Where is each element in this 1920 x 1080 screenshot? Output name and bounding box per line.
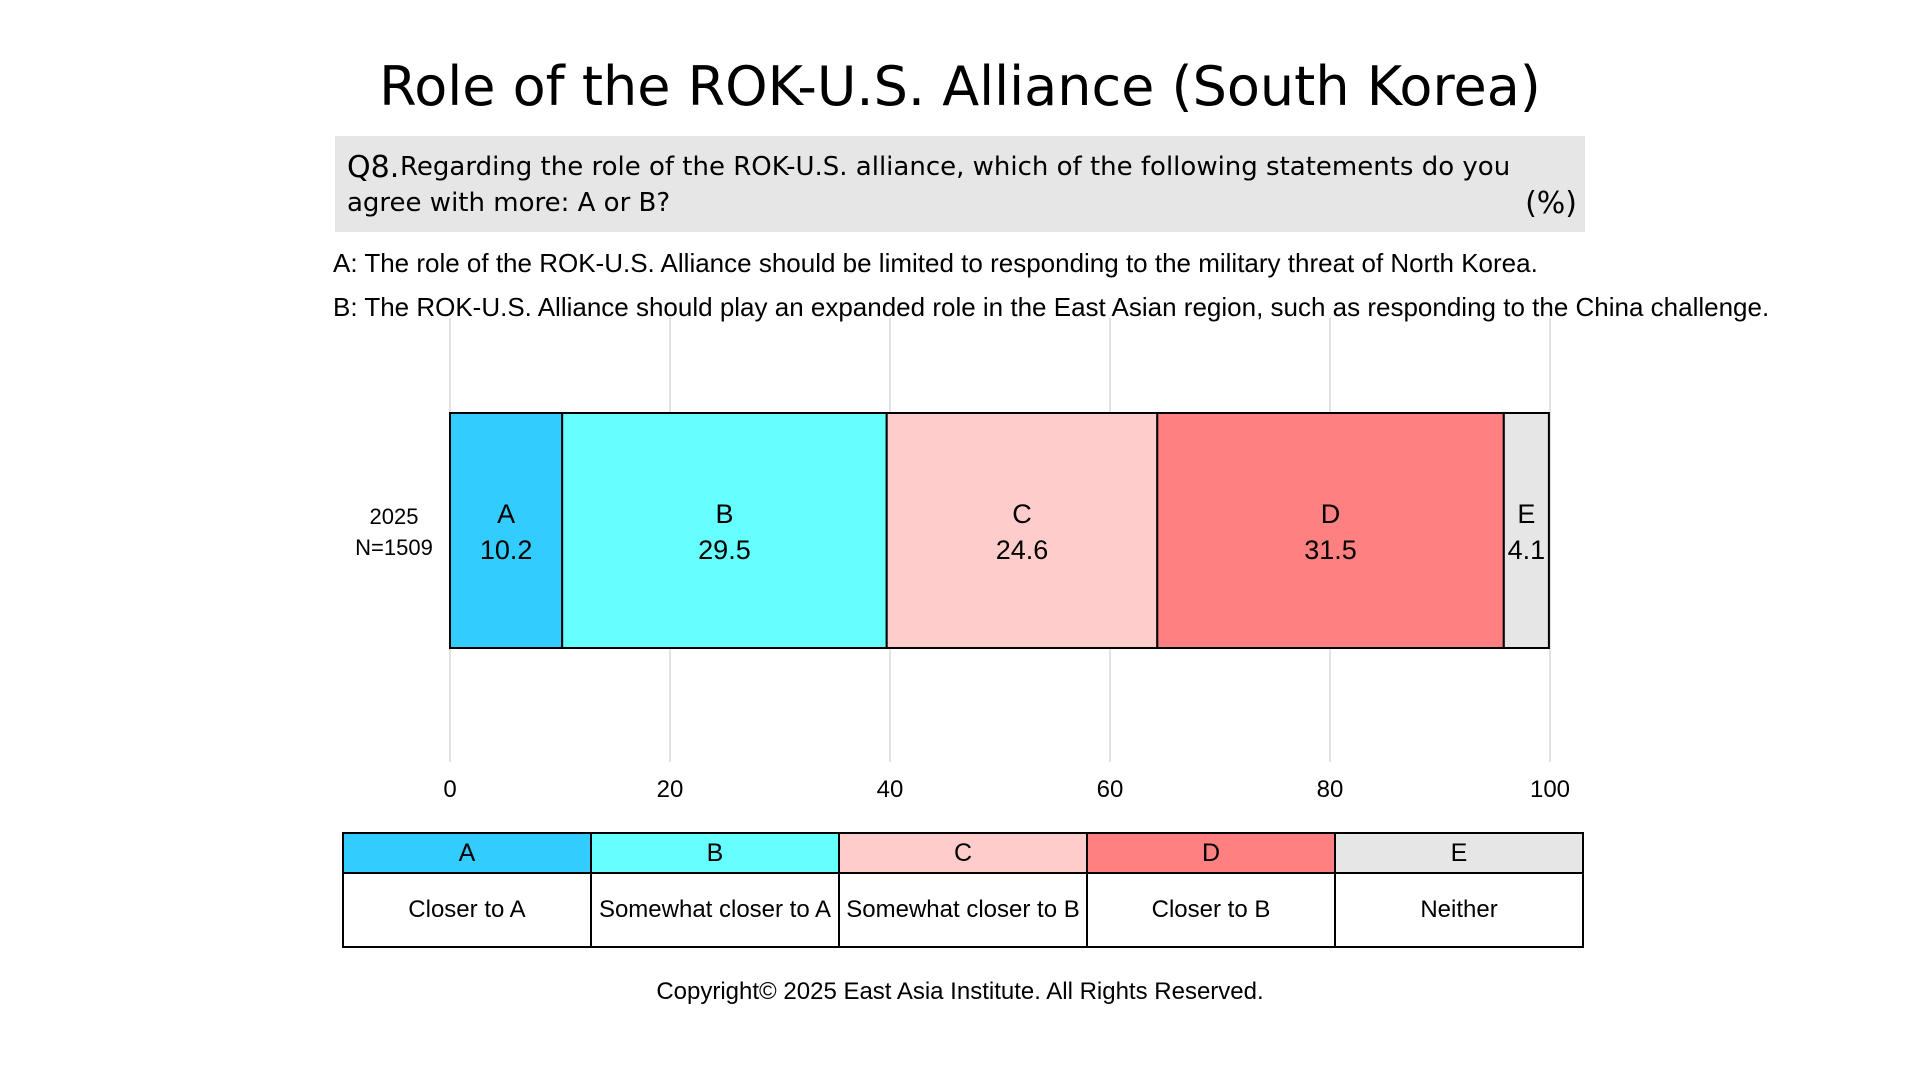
legend-key-e: E — [1334, 832, 1584, 874]
x-tick-label: 0 — [443, 776, 456, 803]
segment-value-label: 29.5 — [698, 535, 751, 565]
legend-label-row: Closer to A Somewhat closer to A Somewha… — [342, 872, 1584, 948]
bar-segment-b — [561, 412, 888, 649]
question-text-line1: Regarding the role of the ROK-U.S. allia… — [400, 152, 1511, 182]
statement-a: A: The role of the ROK-U.S. Alliance sho… — [333, 248, 1538, 278]
x-tick-label: 20 — [657, 776, 684, 803]
x-tick-label: 40 — [877, 776, 904, 803]
bar-segment-e — [1502, 412, 1550, 649]
segment-name-label: A — [497, 499, 515, 529]
question-number: Q8. — [347, 150, 400, 185]
legend-key-d: D — [1086, 832, 1336, 874]
category-label-line: N=1509 — [355, 535, 433, 560]
segment-name-label: B — [715, 499, 733, 529]
legend-key-row: A B C D E — [342, 832, 1584, 874]
question-box: Q8. Regarding the role of the ROK-U.S. a… — [335, 136, 1585, 232]
bar-segment-a — [449, 412, 564, 649]
legend-label-a: Closer to A — [342, 872, 592, 948]
stacked-bar-chart: A 10.2 B 29.5 C 24.6 D 31.5 E 4.1 0 20 40 60 80 100 20… — [355, 318, 1570, 803]
legend-key-c: C — [838, 832, 1088, 874]
bar-segment-d — [1156, 412, 1505, 649]
segment-value-label: 31.5 — [1304, 535, 1357, 565]
legend-table: A B C D E Closer to A Somewhat closer to… — [342, 832, 1584, 948]
question-text-line2: agree with more: A or B? — [347, 188, 671, 218]
unit-label: (%) — [1525, 186, 1577, 221]
data-labels: A 10.2 B 29.5 C 24.6 D 31.5 E 4.1 — [480, 499, 1545, 565]
legend-label-e: Neither — [1334, 872, 1584, 948]
category-label-line: 2025 — [370, 504, 419, 529]
y-axis-category: 2025 N=1509 — [355, 504, 433, 560]
chart-title: Role of the ROK-U.S. Alliance (South Kor… — [379, 55, 1541, 118]
legend-label-b: Somewhat closer to A — [590, 872, 840, 948]
x-tick-label: 60 — [1097, 776, 1124, 803]
bar-segments — [449, 412, 1550, 649]
legend-key-a: A — [342, 832, 592, 874]
segment-name-label: D — [1321, 499, 1341, 529]
segment-value-label: 4.1 — [1508, 535, 1546, 565]
legend-label-d: Closer to B — [1086, 872, 1336, 948]
bar-segment-c — [885, 412, 1159, 649]
segment-name-label: E — [1517, 499, 1535, 529]
statement-b: B: The ROK-U.S. Alliance should play an … — [333, 292, 1770, 322]
x-tick-label: 80 — [1317, 776, 1344, 803]
segment-name-label: C — [1012, 499, 1032, 529]
x-axis-ticks: 0 20 40 60 80 100 — [443, 776, 1570, 803]
copyright-notice: Copyright© 2025 East Asia Institute. All… — [656, 978, 1264, 1005]
segment-value-label: 10.2 — [480, 535, 533, 565]
legend-key-b: B — [590, 832, 840, 874]
legend-label-c: Somewhat closer to B — [838, 872, 1088, 948]
x-tick-label: 100 — [1530, 776, 1570, 803]
segment-value-label: 24.6 — [996, 535, 1049, 565]
